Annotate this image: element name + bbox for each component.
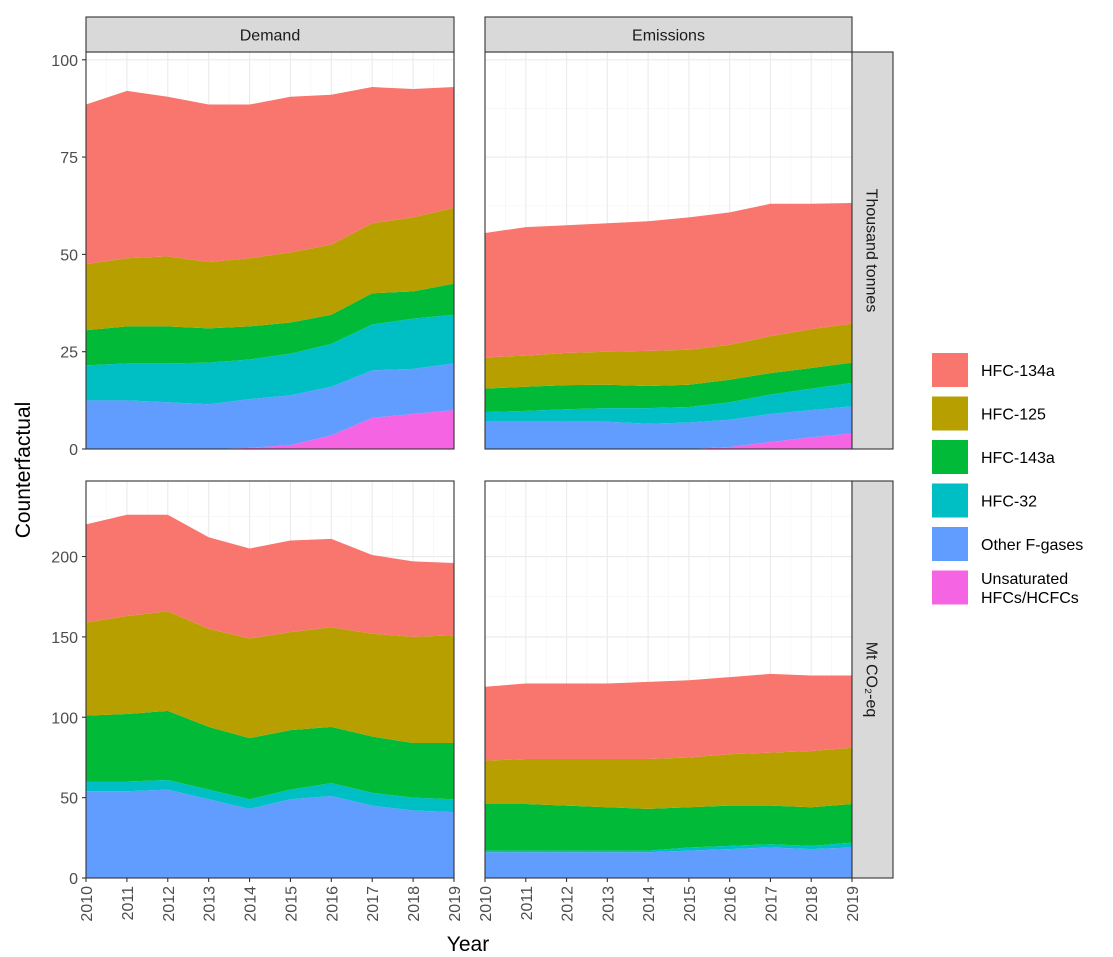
- x-tick-label: 2011: [519, 886, 536, 921]
- legend-swatch: [932, 440, 968, 474]
- y-tick-label: 200: [51, 550, 78, 567]
- legend-label: HFCs/HCFCs: [981, 590, 1079, 607]
- legend-item-hfc-134a: HFC-134a: [932, 353, 1055, 387]
- legend-item-unsaturated-hfcs-hcfcs: Unsaturated HFCs/HCFCs: [932, 570, 1079, 607]
- facet-label-demand: Demand: [240, 28, 300, 45]
- area-hfc-32: [485, 842, 852, 853]
- x-tick-label: 2017: [763, 886, 780, 922]
- legend-item-hfc-125: HFC-125: [932, 396, 1046, 431]
- y-tick-label: 75: [60, 150, 78, 167]
- facet-label-mt-co-eq: Mt CO₂-eq: [863, 642, 880, 718]
- legend-label: HFC-32: [981, 494, 1037, 511]
- area-hfc-125: [86, 611, 454, 743]
- legend-label: HFC-143a: [981, 450, 1055, 467]
- area-hfc-134a: [86, 87, 454, 265]
- x-tick-label: 2014: [243, 886, 260, 922]
- x-axis-title: Year: [447, 933, 489, 956]
- x-tick-label: 2015: [682, 886, 699, 922]
- x-tick-label: 2019: [845, 886, 862, 922]
- facet-strip-demand: [85, 16, 455, 53]
- x-tick-label: 2012: [161, 886, 178, 922]
- legend-swatch: [932, 396, 968, 431]
- area-hfc-134a: [485, 203, 852, 358]
- x-tick-label: 2012: [560, 886, 577, 922]
- area-hfc-32: [485, 382, 852, 424]
- area-hfc-143a: [86, 710, 454, 800]
- y-tick-label: 100: [51, 710, 78, 727]
- y-tick-label: 0: [69, 871, 78, 888]
- x-tick-label: 2013: [202, 886, 219, 922]
- area-hfc-143a: [485, 362, 852, 413]
- y-tick-label: 50: [60, 247, 78, 264]
- facet-label-emissions: Emissions: [632, 28, 705, 45]
- area-other-f-gases: [485, 406, 852, 449]
- x-tick-label: 2013: [600, 886, 617, 922]
- x-tick-label: 2010: [478, 886, 495, 922]
- area-hfc-125: [485, 747, 852, 809]
- area-other-f-gases: [485, 847, 852, 878]
- panel-emissions-mt-co-eq: Mt CO₂-eq: [484, 480, 894, 879]
- legend-label: HFC-134a: [981, 363, 1055, 380]
- x-tick-label: 2017: [365, 886, 382, 922]
- legend-swatch: [932, 353, 968, 387]
- legend-swatch: [932, 527, 968, 561]
- x-tick-label: 2010: [79, 886, 96, 922]
- panel-demand-thousand-tonnes: Demand: [85, 16, 455, 450]
- area-unsaturated-hfcs-hcfcs: [86, 410, 454, 449]
- facet-strip-emissions: [484, 16, 853, 53]
- y-tick-label: 25: [60, 345, 78, 362]
- facet-label-thousand-tonnes: Thousand tonnes: [863, 189, 880, 313]
- chart-axes: 0 25 50 75 100 0 50 100 150 200 2010 2011 2012 2013 20…: [51, 53, 862, 922]
- panel-demand-mt-co-eq: [85, 480, 455, 879]
- legend-label: Unsaturated: [981, 571, 1068, 588]
- x-tick-label: 2018: [804, 886, 821, 922]
- x-tick-label: 2016: [723, 886, 740, 922]
- chart-legend: HFC-134a HFC-125 HFC-143a HFC-32 Other F-gas…: [932, 353, 1083, 607]
- area-hfc-134a: [86, 514, 454, 639]
- y-tick-label: 150: [51, 630, 78, 647]
- panel-border: [85, 480, 455, 879]
- panel-emissions-thousand-tonnes: Emissions Thousand tonnes: [484, 16, 894, 450]
- area-hfc-143a: [86, 283, 454, 366]
- x-tick-label: 2018: [406, 886, 423, 922]
- legend-item-hfc-143a: HFC-143a: [932, 440, 1055, 474]
- legend-item-other-f-gases: Other F-gases: [932, 527, 1083, 561]
- y-axis-title: Counterfactual: [12, 402, 35, 539]
- facet-strip-mt-co-eq: [851, 480, 894, 879]
- area-unsaturated-hfcs-hcfcs: [485, 433, 852, 449]
- y-tick-label: 0: [69, 442, 78, 459]
- x-tick-label: 2019: [447, 886, 464, 922]
- area-hfc-125: [485, 323, 852, 389]
- legend-label: Other F-gases: [981, 537, 1083, 554]
- x-tick-label: 2015: [283, 886, 300, 922]
- area-hfc-134a: [485, 673, 852, 761]
- x-tick-label: 2016: [324, 886, 341, 922]
- legend-swatch: [932, 483, 968, 518]
- y-tick-label: 100: [51, 53, 78, 70]
- legend-item-hfc-32: HFC-32: [932, 483, 1037, 518]
- legend-swatch: [932, 570, 968, 605]
- chart-panels: Demand Emissions Thousand tonnes Mt CO₂-eq: [85, 16, 894, 879]
- area-hfc-32: [86, 314, 454, 405]
- legend-label: HFC-125: [981, 407, 1046, 424]
- facet-strip-thousand-tonnes: [851, 51, 894, 450]
- x-tick-label: 2014: [641, 886, 658, 922]
- area-hfc-125: [86, 207, 454, 331]
- area-other-f-gases: [86, 363, 454, 449]
- area-hfc-32: [86, 779, 454, 813]
- x-tick-label: 2011: [120, 886, 137, 921]
- y-tick-label: 50: [60, 791, 78, 808]
- area-other-f-gases: [86, 789, 454, 878]
- area-hfc-143a: [485, 804, 852, 851]
